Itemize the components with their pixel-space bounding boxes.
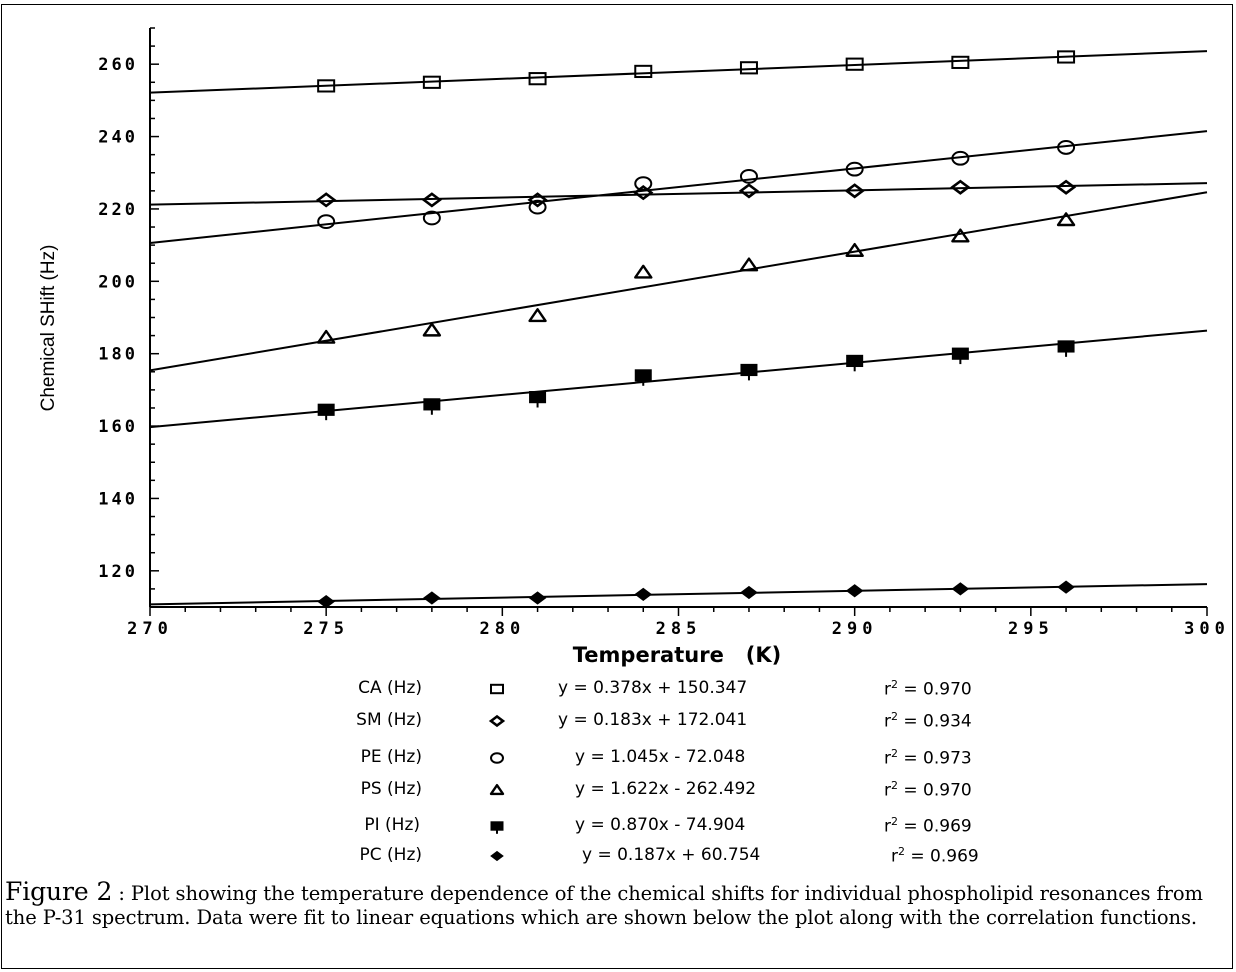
y-tick-label: 200: [98, 272, 138, 292]
data-point: [845, 57, 864, 71]
data-point: [423, 591, 441, 605]
data-point: [739, 168, 758, 184]
data-point: [422, 210, 441, 226]
data-point: [634, 587, 653, 601]
x-tick-label: 300: [1184, 619, 1230, 639]
series-0-markers: [317, 50, 1076, 93]
data-point: [739, 257, 759, 272]
fit-line-2: [149, 130, 1208, 244]
fit-line-0: [149, 50, 1208, 94]
y-axis-label: Chemical SHift (Hz): [38, 245, 59, 412]
x-tick-label: 280: [479, 619, 525, 639]
x-axis-label: Temperature (K): [573, 643, 781, 667]
fit-line-4: [149, 329, 1208, 429]
y-tick-label: 260: [98, 55, 138, 75]
data-point: [845, 242, 864, 257]
data-point: [738, 183, 760, 199]
data-point: [634, 64, 653, 79]
data-point: [423, 398, 441, 415]
series-3-markers: [316, 212, 1076, 344]
data-point: [634, 176, 653, 192]
data-point: [317, 79, 336, 93]
data-point: [740, 363, 758, 381]
y-tick-label: 140: [98, 489, 138, 509]
data-point: [950, 179, 971, 195]
figure-frame: [1, 4, 1233, 969]
data-point: [951, 582, 970, 596]
data-point: [317, 403, 335, 421]
chart-markers: [315, 50, 1077, 609]
data-point: [740, 585, 758, 600]
data-point: [1057, 140, 1076, 155]
figure-caption: Figure 2 : Plot showing the temperature …: [5, 877, 1233, 930]
data-point: [528, 591, 547, 605]
data-point: [846, 354, 864, 372]
y-tick-label: 180: [98, 345, 138, 365]
chart-fit-lines: [149, 50, 1208, 606]
data-point: [634, 264, 653, 279]
caption-label: Figure 2: [5, 877, 113, 906]
data-point: [422, 75, 441, 89]
data-point: [634, 369, 652, 386]
y-tick-label: 160: [98, 417, 138, 437]
data-point: [845, 161, 864, 177]
data-point: [421, 192, 443, 208]
data-point: [845, 584, 864, 598]
x-tick-label: 290: [832, 619, 878, 639]
data-point: [317, 214, 336, 230]
data-point: [951, 150, 970, 166]
fit-line-3: [149, 191, 1208, 372]
data-point: [951, 347, 969, 365]
fit-line-1: [149, 182, 1208, 206]
data-point: [316, 329, 336, 344]
data-point: [528, 199, 547, 215]
y-tick-label: 220: [98, 200, 138, 220]
data-point: [1057, 340, 1075, 357]
data-point: [739, 61, 758, 75]
data-point: [1055, 179, 1077, 195]
data-point: [315, 192, 337, 208]
series-4-markers: [317, 340, 1075, 421]
data-point: [1056, 212, 1076, 227]
data-point: [317, 594, 335, 609]
data-point: [527, 192, 548, 208]
data-point: [1057, 580, 1075, 594]
data-point: [1057, 50, 1076, 64]
fit-line-5: [149, 583, 1208, 606]
data-point: [422, 322, 442, 337]
y-tick-label: 240: [98, 128, 138, 148]
y-tick-label: 120: [98, 562, 138, 582]
x-tick-label: 275: [303, 619, 349, 639]
data-point: [844, 183, 865, 199]
data-point: [529, 391, 547, 408]
chart-axes: 120 140 160 180 200 220 240 260 270 275 280 285 290 2…: [98, 27, 1230, 639]
x-tick-label: 295: [1008, 619, 1054, 639]
x-tick-label: 285: [656, 619, 702, 639]
caption-text: : Plot showing the temperature dependenc…: [5, 882, 1203, 929]
data-point: [528, 72, 547, 86]
data-point: [951, 228, 970, 243]
data-point: [528, 308, 547, 323]
x-tick-label: 270: [127, 619, 173, 639]
data-point: [951, 55, 970, 69]
series-5-markers: [317, 580, 1075, 609]
series-2-markers: [317, 140, 1076, 230]
